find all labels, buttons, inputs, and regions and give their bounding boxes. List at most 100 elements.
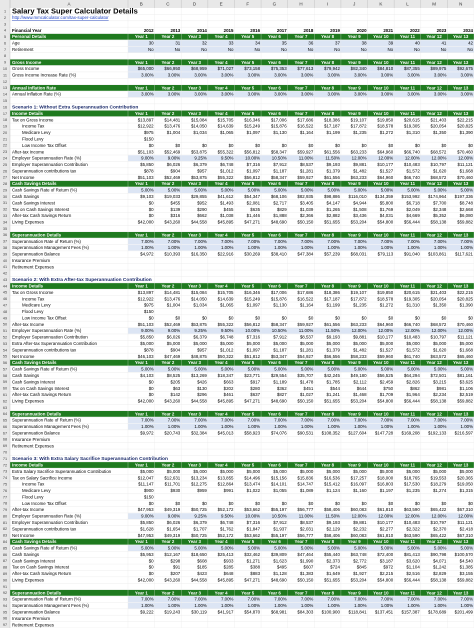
- row-label: Employer Superannuation Contribution: [12, 520, 88, 525]
- cell-value: $19,850: [377, 290, 393, 295]
- cell-value: $1,189: [273, 379, 287, 384]
- cell-value: $19,850: [377, 117, 393, 122]
- row-number: 72: [3, 463, 7, 467]
- cell-value: 5.00%: [168, 546, 181, 551]
- row-number: 28: [3, 182, 7, 186]
- cell-value: $12,167: [164, 552, 180, 557]
- year-label: Year 4: [215, 181, 228, 186]
- row-label: Medicare Levy: [22, 488, 51, 493]
- year-label: Year 10: [373, 539, 389, 544]
- cell-value: 2021: [383, 28, 393, 33]
- header-band: [10, 283, 474, 289]
- cell-value: $77,613: [297, 66, 313, 71]
- cell-value: $63,590: [404, 507, 420, 512]
- cell-value: 2022: [410, 28, 420, 33]
- cell-value: $0: [255, 315, 260, 320]
- cell-value: 3.00%: [141, 92, 154, 97]
- cell-value: $388: [250, 565, 260, 570]
- year-label: Year 7: [295, 590, 308, 595]
- cell-value: $1,128: [273, 571, 287, 576]
- cell-value: $10,797: [431, 520, 447, 525]
- year-label: Year 10: [373, 283, 389, 288]
- year-label: Year 6: [268, 539, 281, 544]
- cell-value: $1,668: [460, 168, 474, 173]
- cell-value: 5.00%: [327, 367, 340, 372]
- cell-value: $68,572: [431, 175, 447, 180]
- cell-value: 2016: [250, 28, 260, 33]
- cell-value: $44,558: [191, 220, 207, 225]
- cell-value: $19,553: [431, 475, 447, 480]
- cell-value: No: [201, 47, 207, 52]
- cell-value: $1,034: [193, 303, 207, 308]
- row-number: 1: [4, 9, 6, 13]
- cell-value: $52,469: [164, 149, 180, 154]
- cell-value: $22,916: [218, 252, 234, 257]
- cell-value: $1,241: [326, 392, 340, 397]
- cell-value: $73,158: [244, 66, 260, 71]
- cell-value: 5.00%: [301, 546, 314, 551]
- year-label: Year 5: [241, 85, 254, 90]
- cell-value: 1.00%: [327, 603, 340, 608]
- cell-value: 1.00%: [381, 245, 394, 250]
- cell-value: $2,234: [433, 392, 447, 397]
- input-cells: [128, 91, 474, 98]
- year-label: Year 1: [135, 590, 148, 595]
- cell-value: $1,620: [433, 168, 447, 173]
- input-cells: [128, 602, 474, 609]
- cell-value: $362: [277, 386, 287, 391]
- cell-value: $55,322: [218, 149, 234, 154]
- cell-value: $12,922: [138, 124, 154, 129]
- cell-value: $42,245: [324, 373, 340, 378]
- year-label: Year 5: [241, 360, 254, 365]
- cell-value: 3.00%: [381, 73, 394, 78]
- cell-value: $56,777: [297, 533, 313, 538]
- cell-value: 9.25%: [194, 328, 207, 333]
- cell-value: $1,383: [300, 571, 314, 576]
- cell-value: $1,197: [380, 488, 394, 493]
- cell-value: $1,482: [353, 168, 367, 173]
- cell-value: 3.00%: [407, 73, 420, 78]
- cell-value: 5.00%: [434, 188, 447, 193]
- cell-value: $174,964: [428, 194, 447, 199]
- row-label: Tax on Cash Savings Interest: [12, 565, 70, 570]
- cell-value: $19,305: [404, 124, 420, 129]
- input-cells: [128, 596, 474, 603]
- cell-value: $58,923: [244, 431, 260, 436]
- year-label: Year 6: [268, 111, 281, 116]
- year-label: Year 5: [241, 539, 254, 544]
- cell-value: $66,740: [404, 149, 420, 154]
- row-label: Employer Superannuation Contribution: [12, 162, 88, 167]
- cell-value: 1.00%: [141, 245, 154, 250]
- header-band: [10, 359, 474, 366]
- cell-value: $51,655: [324, 220, 340, 225]
- cell-value: $58,138: [431, 220, 447, 225]
- cell-value: $53,662: [244, 533, 260, 538]
- column-letter: J: [353, 2, 355, 7]
- cell-value: 7.00%: [461, 418, 474, 423]
- cell-value: 7.00%: [381, 418, 394, 423]
- cell-value: $1,130: [273, 130, 287, 135]
- cell-value: $975: [144, 303, 154, 308]
- cell-value: $9,881: [353, 335, 367, 340]
- cell-value: $51,655: [324, 399, 340, 404]
- row-header-bar: [0, 0, 10, 628]
- year-label: Year 5: [241, 462, 254, 467]
- cell-value: $19,033: [164, 194, 180, 199]
- cell-value: $1,446: [247, 213, 261, 218]
- cell-value: $14,639: [218, 124, 234, 129]
- cell-value: $285: [224, 565, 234, 570]
- row-label: Cash Savings: [12, 373, 40, 378]
- cell-value: 2014: [197, 28, 207, 33]
- cell-value: $66,740: [404, 175, 420, 180]
- cell-value: $57,239: [324, 252, 340, 257]
- cell-value: $50,150: [297, 399, 313, 404]
- year-label: Year 2: [161, 590, 174, 595]
- row-number: 6: [4, 41, 6, 45]
- year-label: Year 8: [321, 111, 334, 116]
- row-number: 70: [3, 451, 7, 455]
- cell-value: $59,882: [457, 578, 473, 583]
- cell-value: $1,097: [247, 168, 261, 173]
- row-number: 3: [4, 22, 6, 26]
- cell-value: $50,725: [191, 533, 207, 538]
